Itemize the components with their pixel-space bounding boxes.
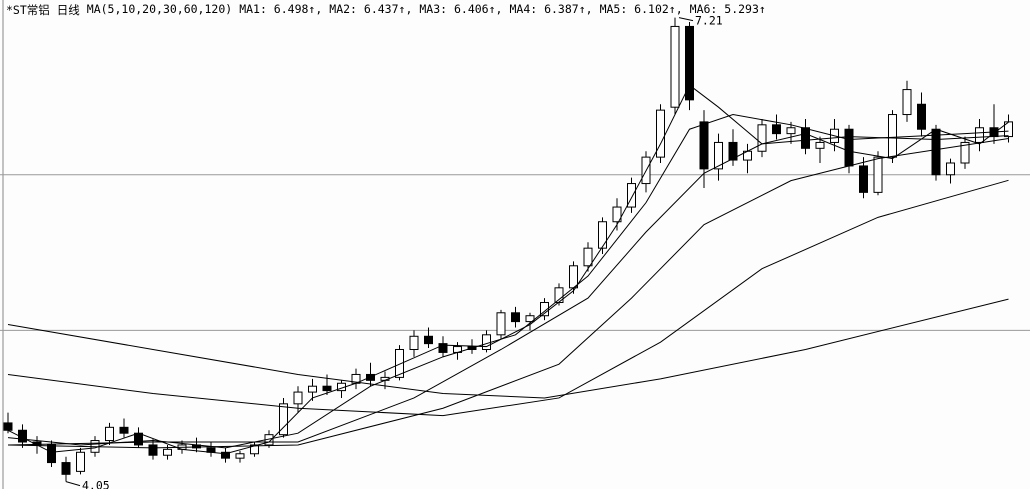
candle-body bbox=[612, 206, 622, 223]
candle-body bbox=[699, 121, 709, 170]
candle-body bbox=[583, 247, 593, 267]
candle-body bbox=[815, 141, 825, 149]
ma-readout: MA3: 6.406↑, bbox=[419, 2, 503, 16]
candle-body bbox=[3, 422, 13, 431]
ma-line bbox=[7, 84, 1009, 455]
ma-spec: MA(5,10,20,30,60,120) bbox=[86, 2, 233, 16]
candle-body bbox=[656, 109, 665, 158]
candle-body bbox=[873, 156, 883, 193]
ma-line bbox=[7, 135, 1009, 446]
candle-body bbox=[438, 343, 448, 353]
candle-body bbox=[148, 444, 158, 456]
candle-body bbox=[76, 451, 85, 472]
candle-body bbox=[801, 127, 810, 149]
candle-body bbox=[61, 462, 71, 475]
candle-body bbox=[975, 127, 984, 143]
candle-body bbox=[409, 335, 419, 350]
ma-line bbox=[7, 179, 1009, 417]
candle-body bbox=[1004, 121, 1013, 138]
candle-body bbox=[627, 183, 636, 208]
ma-readout: MA2: 6.437↑, bbox=[329, 2, 413, 16]
candle-body bbox=[119, 426, 129, 434]
candle-body bbox=[235, 453, 245, 459]
symbol: *ST常铝 bbox=[6, 3, 50, 17]
candle-body bbox=[47, 444, 56, 464]
candle-body bbox=[786, 127, 796, 135]
candle-body bbox=[960, 141, 970, 164]
candle-body bbox=[670, 25, 680, 108]
candle-body bbox=[569, 265, 578, 289]
candle-body bbox=[844, 128, 854, 167]
candle-body bbox=[859, 165, 868, 193]
candle-body bbox=[134, 432, 143, 446]
candle-body bbox=[888, 114, 897, 158]
candle-body bbox=[105, 426, 114, 442]
candle-body bbox=[293, 391, 303, 405]
candle-body bbox=[757, 124, 767, 152]
low-label: 4.05 bbox=[82, 479, 110, 489]
candle-body bbox=[482, 334, 491, 350]
candle-body bbox=[728, 141, 738, 161]
candle-body bbox=[598, 221, 607, 249]
low-pointer bbox=[65, 481, 81, 487]
candle-body bbox=[395, 348, 404, 378]
candle-body bbox=[931, 128, 941, 176]
ma-readout: MA4: 6.387↑, bbox=[509, 2, 593, 16]
candle-body bbox=[917, 103, 926, 130]
high-pointer bbox=[678, 17, 694, 22]
candle-body bbox=[279, 403, 288, 436]
ma-readout: MA1: 6.498↑, bbox=[239, 2, 323, 16]
candle-body bbox=[772, 124, 781, 135]
candle-body bbox=[163, 448, 172, 456]
ma-readout: MA6: 5.293↑ bbox=[689, 2, 766, 16]
candle-body bbox=[322, 385, 332, 392]
candle-body bbox=[946, 162, 955, 176]
candle-body bbox=[221, 451, 230, 459]
candle-body bbox=[250, 444, 259, 455]
ma-line bbox=[7, 298, 1009, 399]
candle-body bbox=[902, 89, 912, 116]
ma-line bbox=[7, 114, 1009, 449]
candle-body bbox=[424, 335, 433, 345]
candle-body bbox=[714, 141, 723, 170]
period: 日线 bbox=[56, 3, 80, 17]
candle-body bbox=[511, 312, 520, 323]
header: *ST常铝 日线 MA(5,10,20,30,60,120) MA1: 6.49… bbox=[6, 2, 766, 18]
high-label: 7.21 bbox=[695, 14, 723, 28]
candle-body bbox=[525, 315, 535, 323]
ma-line bbox=[7, 137, 1009, 449]
candle-body bbox=[540, 302, 549, 317]
candle-body bbox=[685, 25, 694, 101]
candle-body bbox=[308, 385, 317, 393]
candle-body bbox=[496, 312, 506, 336]
ma-readout: MA5: 6.102↑, bbox=[599, 2, 683, 16]
